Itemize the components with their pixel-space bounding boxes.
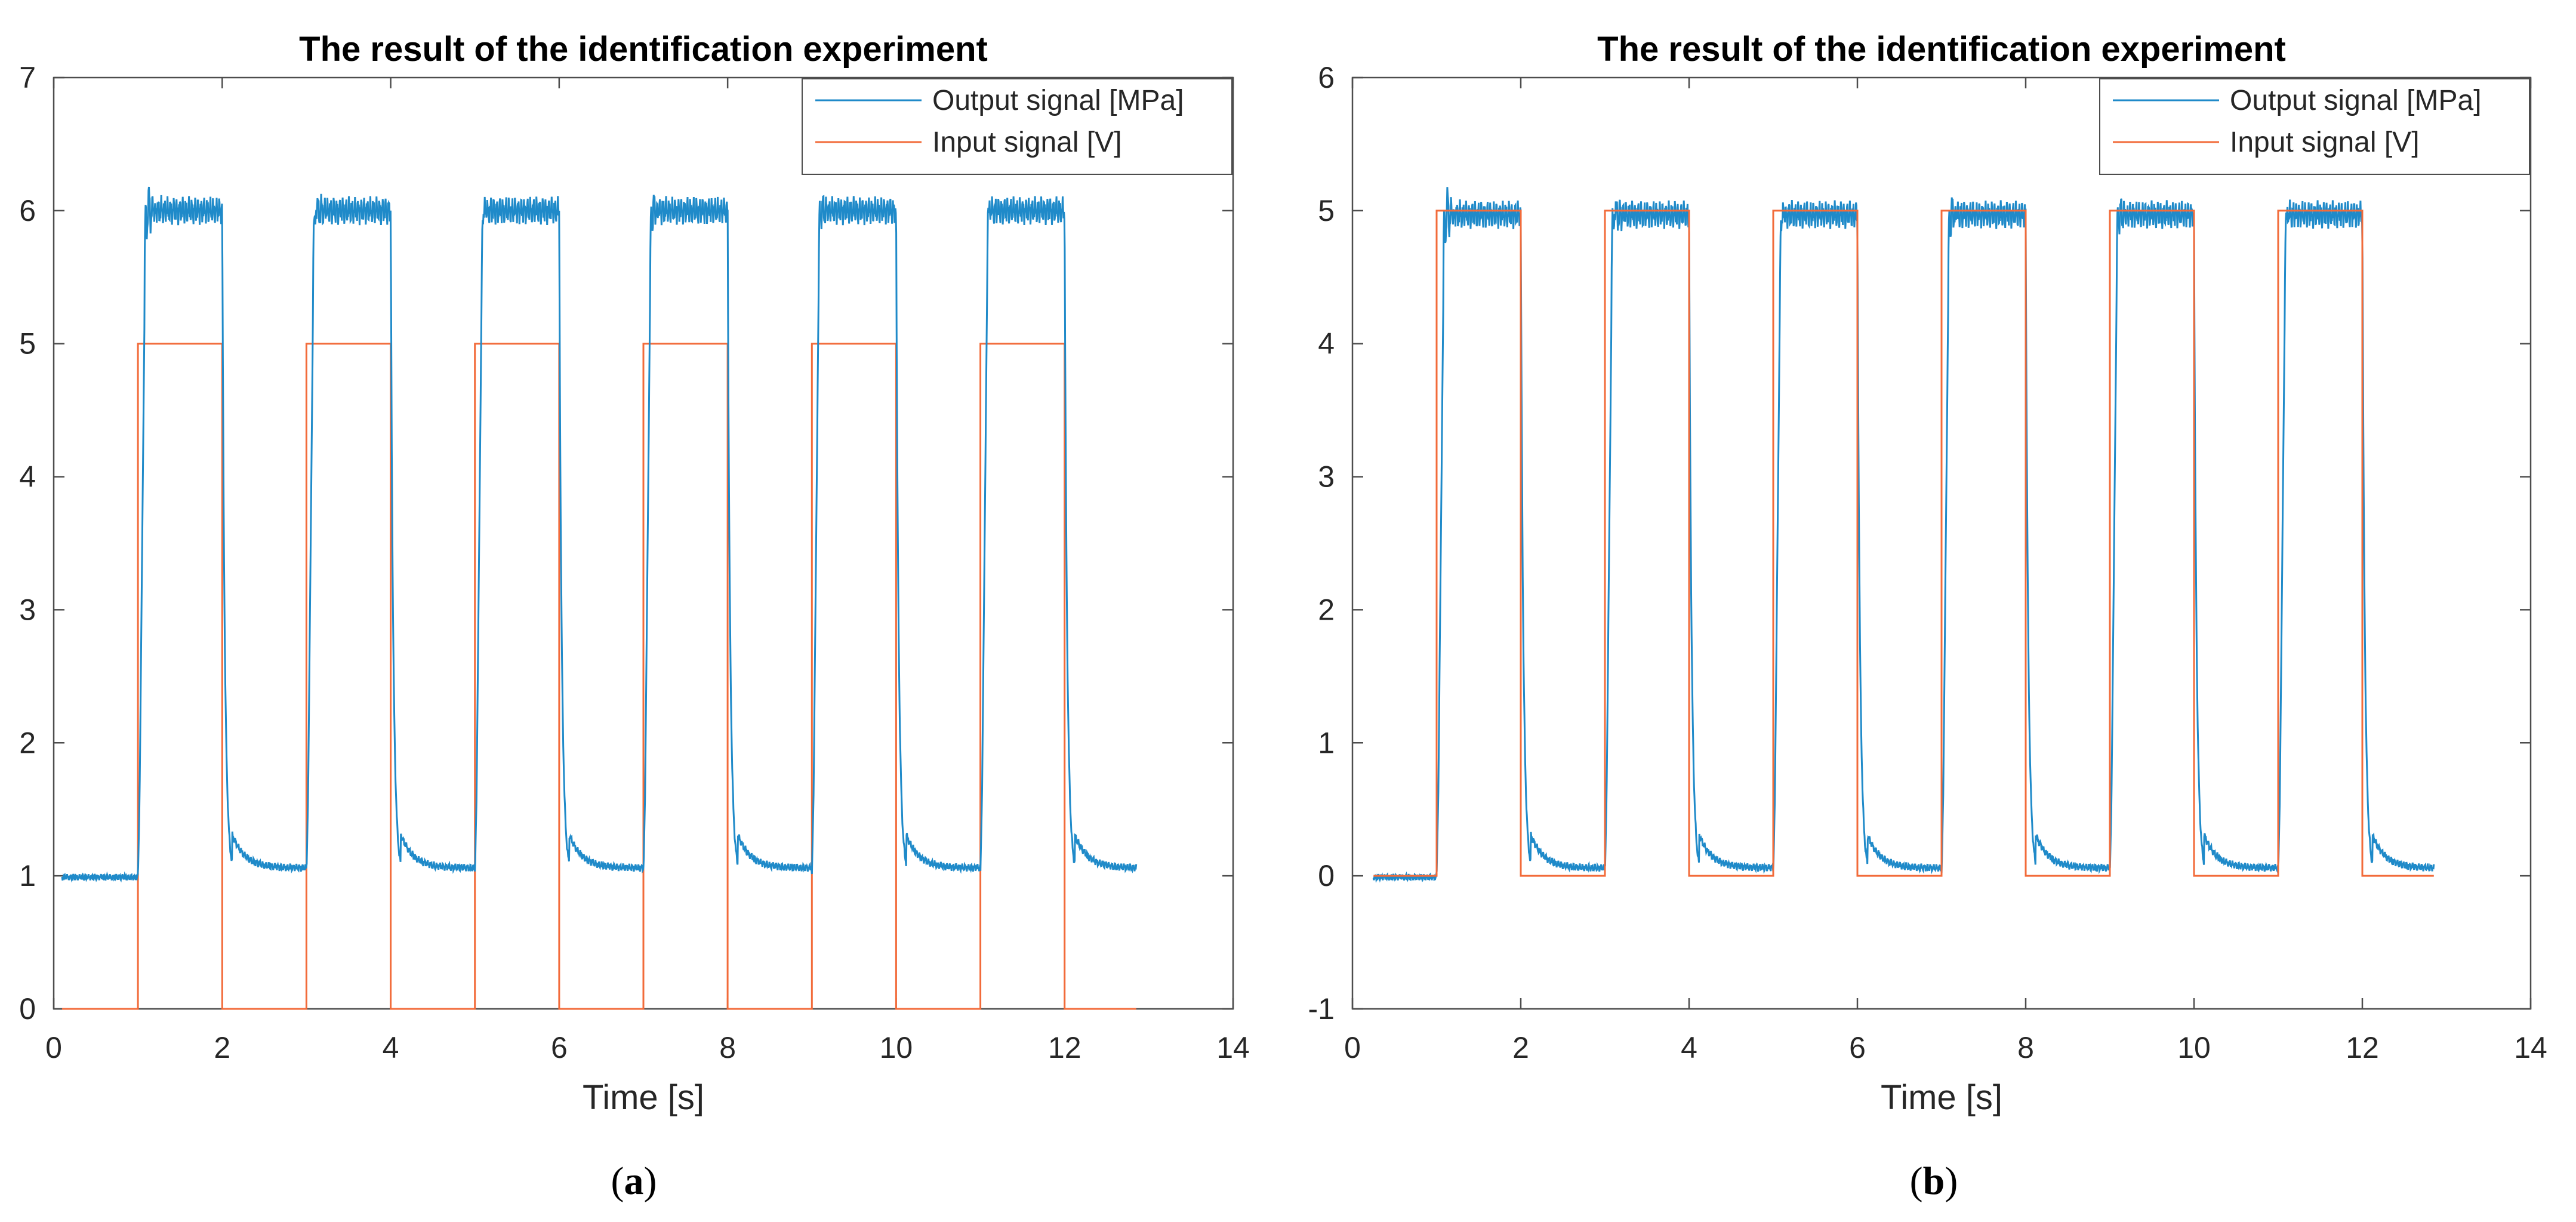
legend: Output signal [MPa] Input signal [V] xyxy=(2099,78,2530,175)
series-line-input-signal xyxy=(1373,210,2434,877)
legend-label: Input signal [V] xyxy=(2230,127,2420,158)
legend-label: Input signal [V] xyxy=(932,127,1122,158)
y-tick-label: 3 xyxy=(1318,460,1335,494)
y-tick-label: 6 xyxy=(19,194,36,227)
caption-a-open-paren: ( xyxy=(611,1159,624,1203)
x-tick-label: 10 xyxy=(2177,1031,2211,1064)
chart-title: The result of the identification experim… xyxy=(299,30,988,69)
caption-b-letter: b xyxy=(1923,1159,1945,1203)
x-tick-label: 4 xyxy=(383,1031,399,1064)
x-tick-label: 0 xyxy=(1344,1031,1361,1064)
y-tick-label: 2 xyxy=(19,726,36,759)
y-tick-label: -1 xyxy=(1308,992,1335,1026)
x-axis-label: Time [s] xyxy=(1881,1078,2002,1117)
y-tick-label: 1 xyxy=(1318,726,1335,759)
y-tick-label: 7 xyxy=(19,61,36,94)
x-tick-label: 8 xyxy=(2017,1031,2034,1064)
legend-box xyxy=(2099,78,2530,175)
x-tick-label: 8 xyxy=(719,1031,736,1064)
y-tick-label: 3 xyxy=(19,593,36,626)
x-tick-label: 2 xyxy=(1512,1031,1529,1064)
chart-panel-a: The result of the identification experim… xyxy=(19,30,1250,1117)
x-tick-label: 6 xyxy=(1849,1031,1866,1064)
legend-label: Output signal [MPa] xyxy=(932,85,1184,116)
x-tick-label: 6 xyxy=(551,1031,568,1064)
caption-b-close-paren: ) xyxy=(1945,1159,1958,1203)
legend: Output signal [MPa] Input signal [V] xyxy=(802,78,1232,175)
y-tick-label: 6 xyxy=(1318,61,1335,94)
caption-a-letter: a xyxy=(624,1159,644,1203)
x-axis-label: Time [s] xyxy=(583,1078,704,1117)
y-tick-label: 0 xyxy=(19,992,36,1026)
series-line-output-signal xyxy=(1372,187,2435,884)
y-tick-label: 2 xyxy=(1318,593,1335,626)
x-tick-label: 4 xyxy=(1681,1031,1697,1064)
x-tick-label: 12 xyxy=(1048,1031,1081,1064)
chart-title: The result of the identification experim… xyxy=(1597,30,2286,69)
caption-a: (a) xyxy=(611,1159,657,1203)
caption-b: (b) xyxy=(1910,1159,1958,1203)
caption-b-open-paren: ( xyxy=(1910,1159,1923,1203)
chart-panel-b: The result of the identification experim… xyxy=(1308,30,2547,1117)
x-tick-label: 14 xyxy=(2514,1031,2547,1064)
y-tick-label: 5 xyxy=(1318,194,1335,227)
caption-a-close-paren: ) xyxy=(644,1159,657,1203)
legend-box xyxy=(802,78,1232,175)
y-tick-label: 1 xyxy=(19,859,36,892)
x-tick-label: 2 xyxy=(214,1031,230,1064)
legend-label: Output signal [MPa] xyxy=(2230,85,2482,116)
x-tick-label: 12 xyxy=(2346,1031,2379,1064)
y-tick-label: 5 xyxy=(19,327,36,361)
y-tick-label: 0 xyxy=(1318,859,1335,892)
y-tick-label: 4 xyxy=(1318,327,1335,361)
x-tick-label: 10 xyxy=(880,1031,913,1064)
series-line-output-signal xyxy=(61,186,1138,883)
series-line-input-signal xyxy=(62,343,1136,1010)
y-tick-label: 4 xyxy=(19,460,36,494)
x-tick-label: 14 xyxy=(1216,1031,1250,1064)
x-tick-label: 0 xyxy=(45,1031,62,1064)
